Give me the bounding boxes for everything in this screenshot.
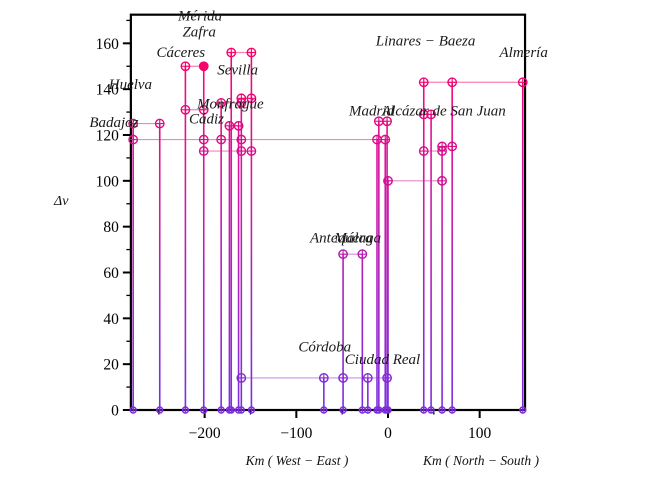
- data-point-marker: [236, 146, 247, 156]
- data-point-marker: [129, 406, 137, 414]
- data-point-marker: [236, 373, 247, 383]
- solid-data-point: [199, 61, 209, 71]
- plot-frame: [129, 13, 527, 412]
- city-label: Mérida: [177, 8, 222, 24]
- data-point-marker: [437, 146, 447, 156]
- data-point-marker: [418, 146, 429, 156]
- data-point-marker: [128, 118, 139, 129]
- data-point-marker: [236, 98, 247, 108]
- data-point-marker: [519, 406, 527, 414]
- y-tick-label: 120: [96, 127, 120, 144]
- data-point-marker: [372, 134, 382, 145]
- y-axis-label: Δv: [54, 194, 69, 209]
- city-label: Zafra: [182, 24, 215, 40]
- city-label: Badajoz: [89, 115, 138, 131]
- city-label: Almería: [499, 45, 548, 61]
- data-point-marker: [128, 134, 139, 145]
- city-label: Monfragüe: [196, 97, 264, 113]
- data-point-marker: [382, 116, 392, 127]
- y-tick-label: 100: [96, 173, 120, 190]
- data-point-marker: [216, 134, 227, 145]
- data-point-marker: [357, 249, 368, 260]
- data-point-marker: [338, 373, 348, 383]
- y-tick-label: 20: [103, 357, 119, 374]
- data-point-marker: [237, 406, 246, 414]
- x-tick-label: −100: [280, 425, 312, 442]
- city-label: Córdoba: [298, 340, 351, 356]
- data-point-marker: [418, 77, 429, 88]
- data-point-marker: [447, 77, 458, 88]
- data-point-marker: [233, 120, 244, 131]
- data-point-marker: [447, 141, 458, 152]
- data-point-marker: [217, 406, 225, 414]
- x-axis-label-west-east: Km ( West − East ): [245, 453, 349, 468]
- data-point-marker: [227, 406, 235, 414]
- city-label: Madrid: [348, 104, 395, 120]
- data-point-marker: [420, 406, 428, 414]
- data-point-marker: [517, 77, 528, 88]
- data-point-marker: [320, 406, 328, 414]
- data-point-marker: [246, 93, 257, 104]
- data-point-marker: [339, 406, 347, 414]
- data-point-marker: [246, 47, 257, 58]
- data-point-marker: [181, 406, 190, 414]
- data-point-marker: [384, 406, 392, 414]
- city-label: Málaga: [333, 231, 381, 247]
- data-point-marker: [224, 120, 235, 131]
- x-tick-label: 0: [384, 425, 392, 442]
- data-point-marker: [338, 249, 348, 260]
- data-point-marker: [180, 104, 191, 115]
- data-point-marker: [154, 118, 165, 129]
- data-point-marker: [247, 406, 256, 414]
- data-point-marker: [318, 373, 329, 383]
- data-point-marker: [156, 406, 164, 414]
- city-label: Cádiz: [189, 112, 224, 128]
- data-point-marker: [448, 406, 456, 414]
- y-tick-label: 160: [96, 36, 120, 53]
- x-axis-label-north-south: Km ( North − South ): [423, 453, 539, 468]
- data-point-marker: [427, 406, 435, 414]
- data-point-marker: [198, 134, 209, 145]
- y-tick-label: 80: [103, 219, 119, 236]
- city-label: Linares − Baeza: [375, 34, 476, 50]
- data-point-marker: [438, 406, 446, 414]
- data-point-marker: [216, 98, 227, 108]
- y-tick-label: 40: [103, 311, 119, 328]
- y-tick-label: 60: [103, 265, 119, 282]
- data-point-marker: [437, 175, 447, 186]
- data-point-marker: [380, 134, 391, 145]
- data-point-marker: [180, 61, 191, 72]
- data-point-marker: [375, 406, 383, 414]
- city-label: Huelva: [108, 77, 152, 93]
- data-point-marker: [198, 104, 209, 115]
- y-tick-label: 140: [96, 82, 120, 99]
- data-point-marker: [383, 175, 393, 186]
- data-point-marker: [226, 47, 237, 58]
- y-tick-label: 0: [111, 403, 119, 420]
- data-point-marker: [236, 134, 247, 145]
- data-point-marker: [362, 373, 373, 383]
- city-label: Sevilla: [217, 62, 258, 78]
- city-label: Alcázar de San Juan: [381, 104, 506, 120]
- x-tick-label: 100: [468, 425, 492, 442]
- data-point-marker: [426, 109, 436, 120]
- x-tick-label: −200: [189, 425, 221, 442]
- data-point-marker: [246, 146, 257, 156]
- data-point-marker: [382, 373, 392, 383]
- data-point-marker: [364, 406, 372, 414]
- city-label: Cáceres: [157, 45, 206, 61]
- data-point-marker: [198, 146, 209, 156]
- data-point-marker: [200, 406, 208, 414]
- city-label: Antequera: [309, 231, 372, 247]
- city-label: Ciudad Real: [345, 352, 420, 368]
